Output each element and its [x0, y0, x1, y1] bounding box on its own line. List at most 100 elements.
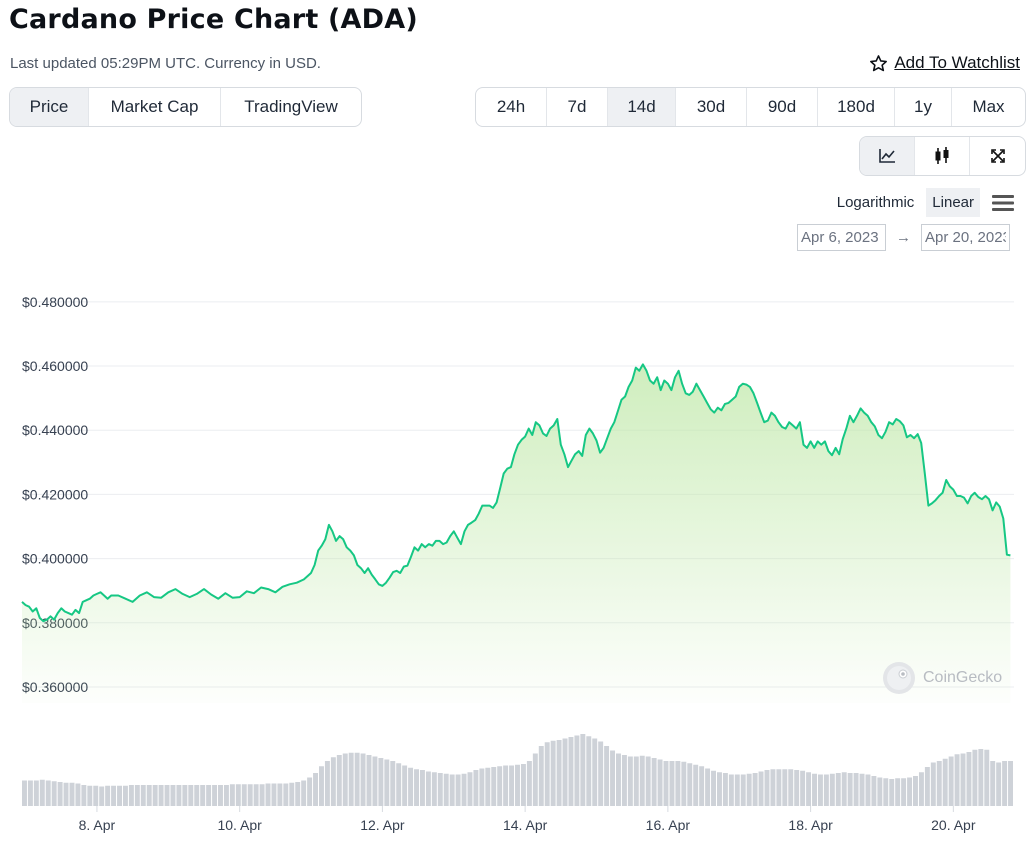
volume-bar	[984, 749, 990, 806]
volume-bar	[497, 766, 503, 806]
volume-bar	[924, 767, 930, 806]
menu-icon[interactable]	[992, 194, 1014, 212]
volume-bar	[57, 782, 63, 806]
volume-bar	[651, 758, 657, 806]
add-to-watchlist-button[interactable]: Add To Watchlist	[869, 53, 1020, 73]
volume-bar	[592, 738, 598, 806]
volume-bar	[271, 783, 277, 806]
volume-bar	[164, 785, 170, 806]
logarithmic-option[interactable]: Logarithmic	[836, 194, 915, 211]
watchlist-label: Add To Watchlist	[894, 53, 1020, 72]
volume-bar	[455, 774, 461, 806]
volume-bar	[503, 765, 509, 806]
volume-bar	[402, 765, 408, 806]
volume-bar	[218, 785, 223, 806]
volume-bar	[853, 773, 859, 806]
volume-bar	[954, 754, 960, 806]
range-tab-90d[interactable]: 90d	[747, 88, 818, 126]
volume-bar	[764, 770, 770, 806]
volume-bar	[419, 770, 425, 806]
tab-market-cap[interactable]: Market Cap	[89, 88, 221, 126]
volume-bar	[568, 737, 574, 806]
volume-bar	[598, 741, 604, 806]
tab-price[interactable]: Price	[10, 88, 89, 126]
volume-bar	[259, 784, 265, 806]
y-tick-label: $0.420000	[22, 486, 88, 502]
price-line	[21, 363, 1011, 623]
range-tab-24h[interactable]: 24h	[476, 88, 547, 126]
volume-bar	[128, 785, 134, 806]
range-tab-max[interactable]: Max	[972, 97, 1005, 116]
volume-bar	[515, 764, 520, 806]
volume-bar	[378, 758, 384, 806]
volume-bar	[111, 785, 117, 806]
volume-bar	[800, 770, 806, 806]
volume-bar	[295, 782, 301, 806]
volume-bar	[722, 773, 728, 806]
volume-bar	[574, 735, 580, 806]
range-tab-30d[interactable]: 30d	[676, 88, 747, 126]
volume-bar	[437, 773, 443, 806]
volume-bar	[414, 769, 419, 806]
tab-tradingview[interactable]: TradingView	[244, 97, 338, 116]
volume-bar	[639, 755, 645, 806]
date-from-input[interactable]	[797, 224, 886, 251]
coingecko-watermark: CoinGecko	[882, 661, 1002, 695]
volume-bar	[63, 782, 69, 806]
volume-bar	[806, 772, 812, 806]
volume-bar	[918, 772, 924, 806]
volume-bar	[443, 773, 449, 806]
volume-bar	[711, 770, 716, 806]
volume-bar	[384, 759, 390, 806]
volume-bar	[140, 785, 146, 806]
volume-bar	[235, 784, 241, 806]
range-tab-14d[interactable]: 14d	[608, 88, 676, 126]
volume-bar	[289, 782, 295, 806]
fullscreen-button[interactable]	[970, 137, 1025, 175]
range-tab-180d[interactable]: 180d	[818, 88, 895, 126]
volume-bar	[633, 756, 639, 806]
volume-bar	[865, 774, 871, 806]
volume-bar	[117, 785, 122, 806]
coingecko-logo-icon	[883, 662, 915, 694]
range-tab-7d[interactable]: 7d	[547, 88, 608, 126]
volume-bar	[556, 740, 562, 806]
volume-bar	[277, 783, 283, 806]
volume-bar	[1008, 761, 1013, 806]
volume-bar	[212, 785, 218, 806]
volume-bar	[758, 771, 764, 806]
volume-bar	[847, 773, 853, 806]
fullscreen-icon	[990, 149, 1005, 163]
price-chart[interactable]: $0.480000 $0.460000 $0.440000 $0.420000 $0.4…	[0, 260, 1036, 842]
line-chart-button[interactable]	[860, 137, 915, 175]
watermark-label: CoinGecko	[923, 669, 1003, 686]
volume-bar	[841, 772, 847, 806]
volume-bar	[206, 785, 212, 806]
volume-bar	[313, 773, 319, 806]
volume-bar	[45, 780, 51, 806]
volume-bar	[752, 773, 758, 806]
volume-bar	[348, 752, 354, 806]
volume-bar	[408, 767, 414, 806]
x-tick-label: 10. Apr	[217, 817, 262, 833]
volume-bar	[562, 738, 568, 806]
volume-bar	[241, 784, 247, 806]
volume-bar	[681, 761, 687, 806]
volume-bar	[740, 774, 746, 806]
page-title: Cardano Price Chart (ADA)	[9, 4, 418, 35]
date-to-input[interactable]	[921, 224, 1010, 251]
volume-bar	[693, 764, 699, 806]
volume-bar	[770, 769, 776, 806]
volume-bar	[776, 769, 782, 806]
range-tab-1y[interactable]: 1y	[895, 88, 952, 126]
volume-bar	[425, 771, 431, 806]
linear-option[interactable]: Linear	[926, 188, 980, 217]
volume-bar	[520, 764, 526, 806]
volume-bar	[390, 761, 396, 806]
volume-bar	[675, 761, 681, 806]
volume-bar	[283, 783, 289, 806]
y-tick-label: $0.440000	[22, 422, 88, 438]
candlestick-button[interactable]	[915, 137, 970, 175]
volume-bar	[354, 752, 360, 806]
x-tick-label: 12. Apr	[360, 817, 405, 833]
